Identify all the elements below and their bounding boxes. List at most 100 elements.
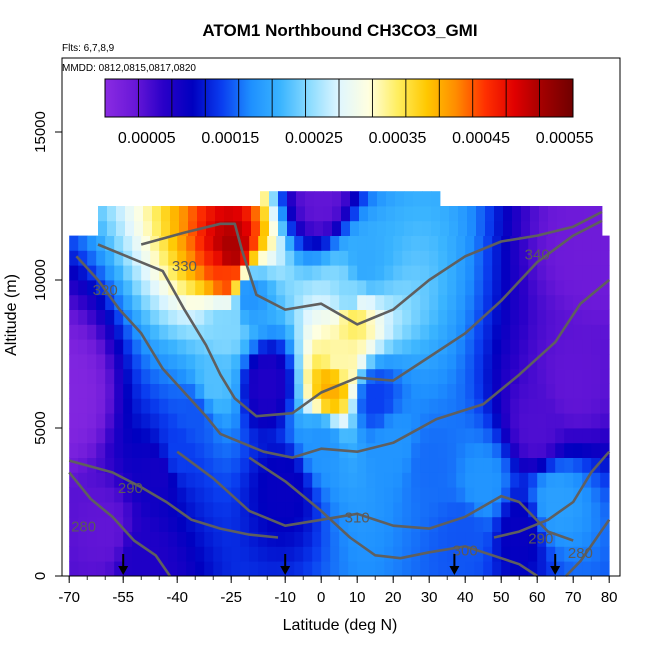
heatmap-cell — [267, 457, 277, 473]
heatmap-cell — [519, 339, 529, 355]
heatmap-cell — [269, 220, 279, 236]
heatmap-cell — [492, 546, 502, 562]
heatmap-cell — [105, 368, 115, 384]
heatmap-cell — [519, 516, 529, 532]
heatmap-cell — [267, 339, 277, 355]
heatmap-cell — [87, 487, 97, 503]
heatmap-cell — [303, 383, 313, 399]
heatmap-cell — [519, 280, 529, 296]
heatmap-cell — [413, 220, 423, 236]
heatmap-cell — [582, 413, 592, 429]
heatmap-cell — [305, 206, 315, 222]
heatmap-cell — [375, 546, 385, 562]
heatmap-cell — [132, 457, 142, 473]
heatmap-cell — [195, 294, 205, 310]
heatmap-cell — [186, 502, 196, 518]
heatmap-cell — [87, 309, 97, 325]
heatmap-cell — [240, 294, 250, 310]
heatmap-cell — [123, 280, 133, 296]
isentrope-label: 280 — [568, 545, 593, 562]
heatmap-cell — [285, 339, 295, 355]
heatmap-cell — [303, 354, 313, 370]
heatmap-cell — [573, 324, 583, 340]
heatmap-cell — [546, 531, 556, 547]
heatmap-cell — [384, 280, 394, 296]
heatmap-cell — [258, 383, 268, 399]
heatmap-cell — [537, 442, 547, 458]
heatmap-cell — [258, 531, 268, 547]
heatmap-cell — [294, 398, 304, 414]
heatmap-cell — [393, 442, 403, 458]
heatmap-cell — [258, 324, 268, 340]
heatmap-cell — [492, 265, 502, 281]
heatmap-cell — [483, 354, 493, 370]
heatmap-cell — [377, 220, 387, 236]
heatmap-cell — [465, 428, 475, 444]
heatmap-cell — [438, 413, 448, 429]
heatmap-cell — [510, 398, 520, 414]
heatmap-cell — [150, 339, 160, 355]
heatmap-cell — [573, 413, 583, 429]
heatmap-cell — [348, 265, 358, 281]
heatmap-cell — [395, 220, 405, 236]
heatmap-cell — [512, 206, 522, 222]
heatmap-cell — [141, 339, 151, 355]
heatmap-cell — [546, 502, 556, 518]
heatmap-cell — [339, 354, 349, 370]
heatmap-cell — [105, 309, 115, 325]
heatmap-cell — [170, 220, 180, 236]
heatmap-cell — [411, 265, 421, 281]
heatmap-cell — [159, 516, 169, 532]
heatmap-cell — [591, 442, 601, 458]
heatmap-cell — [240, 265, 250, 281]
heatmap-cell — [294, 487, 304, 503]
heatmap-cell — [285, 531, 295, 547]
heatmap-cell — [213, 339, 223, 355]
heatmap-cell — [285, 309, 295, 325]
heatmap-cell — [564, 250, 574, 266]
colorbar-tick-label: 0.00055 — [536, 130, 594, 147]
heatmap-cell — [537, 368, 547, 384]
heatmap-cell — [411, 413, 421, 429]
heatmap-cell — [132, 383, 142, 399]
heatmap-cell — [267, 546, 277, 562]
heatmap-cell — [555, 294, 565, 310]
heatmap-cell — [438, 472, 448, 488]
heatmap-cell — [402, 516, 412, 532]
heatmap-cell — [483, 339, 493, 355]
heatmap-cell — [501, 309, 511, 325]
heatmap-cell — [285, 502, 295, 518]
heatmap-cell — [474, 354, 484, 370]
heatmap-cell — [105, 324, 115, 340]
heatmap-cell — [339, 235, 349, 251]
heatmap-cell — [105, 383, 115, 399]
heatmap-cell — [456, 516, 466, 532]
heatmap-cell — [332, 206, 342, 222]
heatmap-cell — [503, 220, 513, 236]
heatmap-cell — [87, 250, 97, 266]
heatmap-cell — [528, 457, 538, 473]
heatmap-cell — [519, 442, 529, 458]
heatmap-cell — [141, 294, 151, 310]
heatmap-cell — [564, 235, 574, 251]
heatmap-cell — [278, 191, 288, 207]
heatmap-cell — [177, 413, 187, 429]
heatmap-cell — [512, 220, 522, 236]
heatmap-cell — [447, 368, 457, 384]
heatmap-cell — [294, 472, 304, 488]
heatmap-cell — [422, 191, 432, 207]
heatmap-cell — [260, 220, 270, 236]
heatmap-cell — [177, 531, 187, 547]
heatmap-cell — [204, 398, 214, 414]
heatmap-cell — [339, 516, 349, 532]
heatmap-cell — [159, 413, 169, 429]
heatmap-cell — [348, 502, 358, 518]
heatmap-cell — [123, 398, 133, 414]
heatmap-cell — [152, 220, 162, 236]
heatmap-cell — [411, 487, 421, 503]
heatmap-cell — [456, 487, 466, 503]
heatmap-cell — [582, 354, 592, 370]
heatmap-cell — [510, 442, 520, 458]
heatmap-cell — [114, 324, 124, 340]
heatmap-cell — [222, 280, 232, 296]
